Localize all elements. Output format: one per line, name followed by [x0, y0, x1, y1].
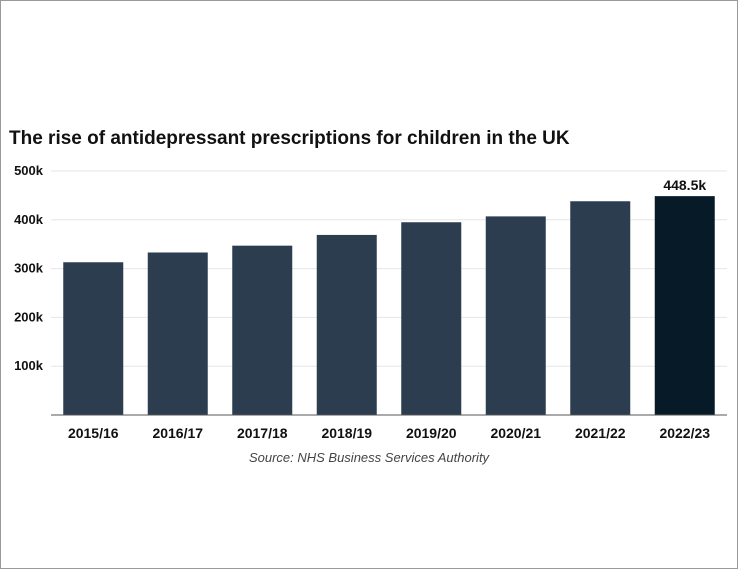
x-tick-label: 2020/21	[490, 425, 541, 441]
bar-2018-19	[316, 234, 377, 415]
y-tick-label: 100k	[14, 358, 44, 373]
x-tick-label: 2015/16	[68, 425, 119, 441]
y-tick-label: 200k	[14, 309, 44, 324]
x-tick-label: 2018/19	[321, 425, 372, 441]
y-tick-label: 500k	[14, 163, 44, 178]
bar-2019-20	[401, 222, 462, 415]
bar-2017-18	[232, 245, 293, 415]
x-tick-label: 2022/23	[659, 425, 710, 441]
bar-layer	[63, 196, 715, 415]
x-tick-label: 2017/18	[237, 425, 288, 441]
x-tick-label: 2016/17	[152, 425, 203, 441]
data-label: 448.5k	[663, 177, 706, 193]
bar-2015-16	[63, 262, 124, 415]
chart-title: The rise of antidepressant prescriptions…	[9, 128, 570, 149]
bar-2021-22	[570, 201, 631, 415]
source-note: Source: NHS Business Services Authority	[249, 450, 491, 465]
y-tick-label: 400k	[14, 212, 44, 227]
x-tick-label: 2019/20	[406, 425, 457, 441]
x-tick-label: 2021/22	[575, 425, 626, 441]
label-layer: 100k 200k 300k 400k 500k 2015/16 2016/17 2017/1…	[14, 163, 710, 441]
bar-2020-21	[485, 216, 546, 415]
y-tick-label: 300k	[14, 261, 44, 276]
bar-2022-23	[654, 196, 715, 415]
bar-2016-17	[147, 252, 208, 415]
